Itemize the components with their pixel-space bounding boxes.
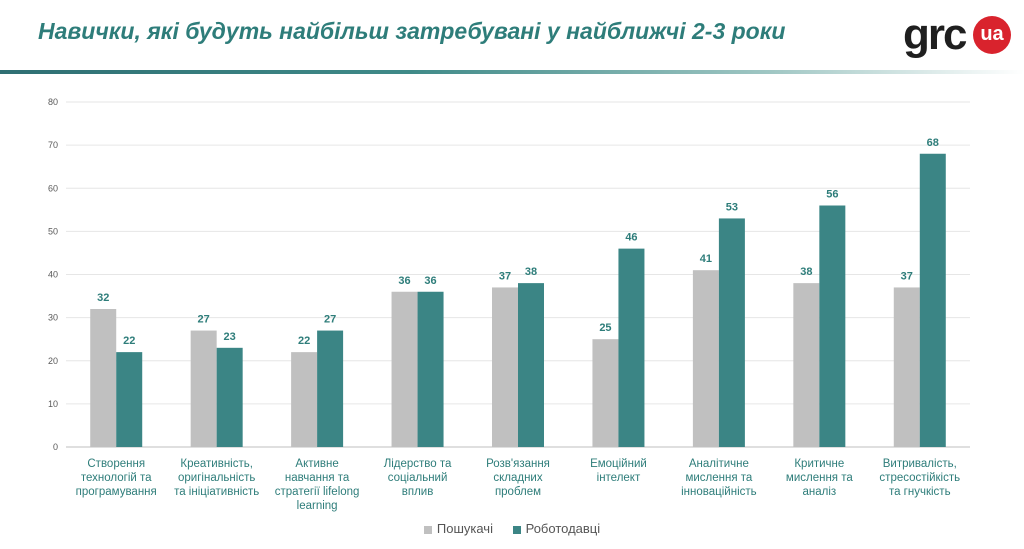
y-tick-label: 50 (48, 226, 58, 236)
bar (216, 347, 243, 447)
y-tick-label: 80 (48, 97, 58, 107)
bar (919, 153, 946, 447)
page-title: Навички, які будуть найбільш затребувані… (38, 18, 786, 44)
data-label: 36 (398, 275, 410, 287)
x-tick-label: Витривалість, стресостійкість та гнучкість (879, 458, 960, 498)
y-tick-label: 20 (48, 356, 58, 366)
bar (718, 218, 745, 447)
y-tick-label: 0 (53, 442, 58, 452)
logo-text: grc (903, 10, 968, 59)
data-label: 38 (800, 266, 812, 278)
x-tick-label: Емоційний інтелект (590, 458, 647, 484)
y-tick-label: 10 (48, 399, 58, 409)
bar (391, 291, 418, 447)
data-label: 32 (97, 292, 109, 304)
bar (793, 283, 820, 447)
x-tick-label: Розв'язання складних проблем (486, 458, 550, 498)
data-label: 37 (901, 270, 913, 282)
bar (893, 287, 920, 447)
bar (190, 330, 217, 447)
header-divider (0, 70, 1024, 74)
data-label: 23 (224, 331, 236, 343)
legend-item-employers: Роботодавці (512, 521, 601, 536)
x-tick-label: Критичне мислення та аналіз (786, 458, 853, 498)
x-tick-label: Активне навчання та стратегії lifelong lear… (275, 458, 360, 512)
x-tick-label: Креативність, оригінальність та ініціативн… (174, 458, 259, 498)
bar (618, 248, 645, 447)
data-label: 38 (525, 266, 537, 278)
bar (417, 291, 444, 447)
y-tick-label: 60 (48, 183, 58, 193)
legend-swatch-seekers (423, 525, 432, 534)
x-tick-label: Аналітичне мислення та інноваційність (681, 458, 757, 498)
bar (116, 352, 143, 447)
data-label: 22 (298, 335, 310, 347)
legend-swatch-employers (512, 525, 521, 534)
bar (592, 339, 619, 447)
bar (90, 309, 117, 447)
bar (819, 205, 846, 447)
grc-ua-logo: grc ua (903, 10, 1013, 60)
data-label: 27 (324, 314, 336, 326)
bar (317, 330, 344, 447)
logo-badge: ua (973, 16, 1011, 54)
data-label: 36 (424, 275, 436, 287)
data-label: 37 (499, 270, 511, 282)
y-tick-label: 70 (48, 140, 58, 150)
data-label: 56 (826, 189, 838, 201)
chart-legend: Пошукачі Роботодавці (0, 521, 1024, 536)
data-label: 68 (927, 137, 939, 149)
data-label: 46 (625, 232, 637, 244)
y-tick-label: 40 (48, 270, 58, 280)
bar (692, 270, 719, 447)
x-tick-label: Створення технологій та програмування (76, 458, 157, 498)
legend-label-seekers: Пошукачі (436, 521, 493, 536)
y-tick-label: 30 (48, 313, 58, 323)
data-label: 27 (198, 314, 210, 326)
data-label: 41 (700, 253, 712, 265)
data-label: 22 (123, 335, 135, 347)
bar (518, 283, 544, 447)
data-label: 25 (599, 322, 611, 334)
data-label: 53 (726, 201, 738, 213)
legend-label-employers: Роботодавці (525, 521, 601, 536)
bar (291, 352, 318, 447)
legend-item-seekers: Пошукачі (423, 521, 493, 536)
x-tick-label: Лідерство та соціальний вплив (384, 458, 452, 498)
bar (492, 287, 518, 447)
